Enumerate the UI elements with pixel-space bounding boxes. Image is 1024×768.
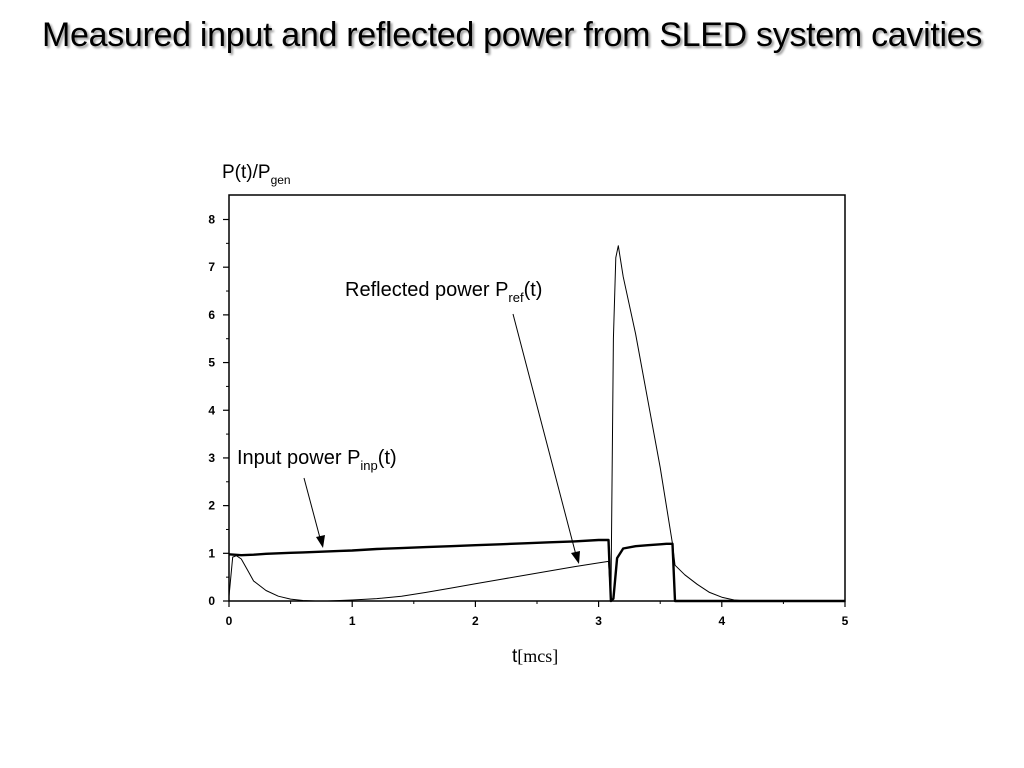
x-tick-label: 5 [842, 614, 849, 628]
y-tick-label: 8 [208, 213, 215, 227]
x-axis-label-unit: [mcs] [517, 646, 558, 666]
y-tick-label: 5 [208, 356, 215, 370]
annotation-input-tail: (t) [378, 447, 397, 469]
x-tick-label: 2 [472, 614, 479, 628]
x-axis-label: t[mcs] [512, 646, 558, 667]
x-tick-label: 0 [226, 614, 233, 628]
y-tick-label: 2 [208, 499, 215, 513]
y-axis-ticks: 0 1 2 3 4 5 6 7 8 [208, 213, 229, 608]
annotation-reflected-main: Reflected power P [345, 279, 508, 301]
x-tick-label: 4 [718, 614, 725, 628]
arrow-input-head [316, 535, 325, 548]
annotation-reflected-sub: ref [508, 290, 524, 305]
x-tick-label: 3 [595, 614, 602, 628]
y-axis-label-main: P(t)/P [222, 162, 271, 183]
arrow-reflected-line [512, 313, 577, 556]
y-tick-label: 1 [208, 546, 215, 560]
y-tick-label: 4 [208, 403, 215, 417]
series-layer [228, 245, 845, 603]
annotation-input-sub: inp [360, 458, 377, 473]
arrow-input-line [303, 477, 321, 539]
y-tick-label: 0 [208, 594, 215, 608]
y-tick-label: 6 [208, 308, 215, 322]
y-tick-label: 3 [208, 451, 215, 465]
annotation-input-main: Input power P [237, 447, 360, 469]
annotation-reflected-tail: (t) [524, 279, 543, 301]
series-input-power [228, 538, 845, 603]
y-axis-label: P(t)/Pgen [222, 162, 291, 187]
x-tick-label: 1 [349, 614, 356, 628]
series-reflected-power [228, 245, 845, 602]
slide-title: Measured input and reflected power from … [41, 16, 983, 54]
x-axis-label-main: t [512, 646, 518, 667]
annotation-reflected-power: Reflected power Pref(t) [345, 279, 542, 305]
y-axis-label-sub: gen [271, 173, 291, 187]
annotation-input-power: Input power Pinp(t) [237, 447, 397, 473]
arrow-reflected-head [571, 551, 580, 564]
y-tick-label: 7 [208, 260, 215, 274]
x-axis-ticks: 0 1 2 3 4 5 [226, 601, 849, 628]
